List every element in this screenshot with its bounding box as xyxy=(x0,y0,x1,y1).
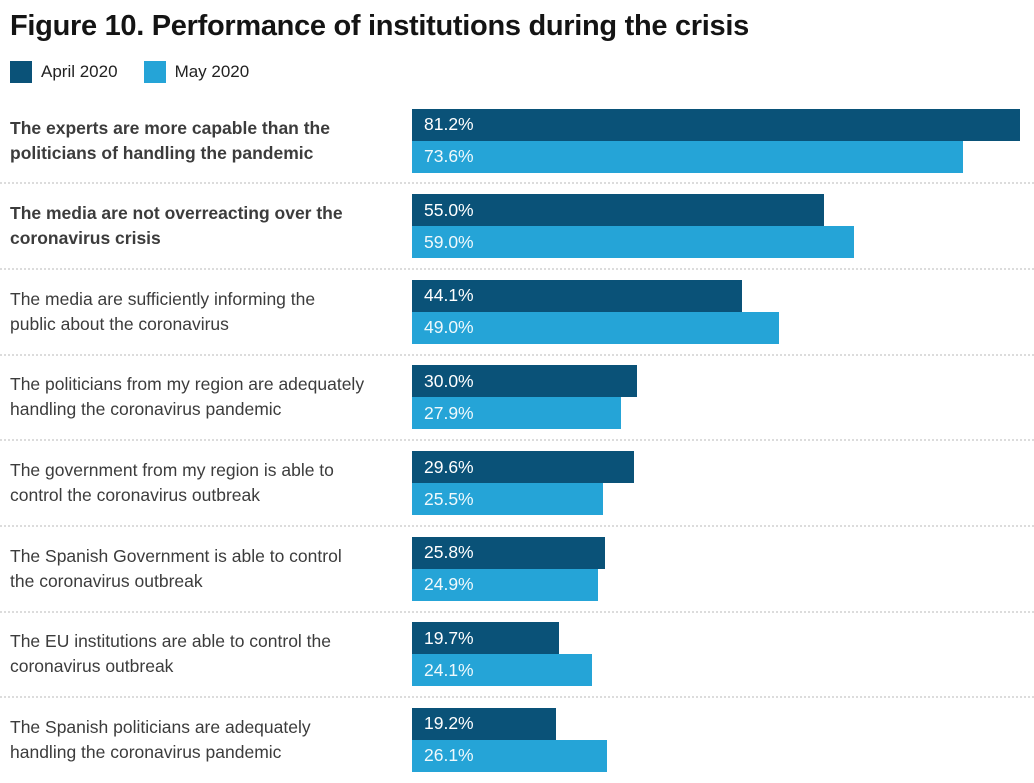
chart-row: The media are not overreacting over the … xyxy=(0,182,1034,268)
chart-row: The experts are more capable than the po… xyxy=(0,99,1034,183)
bar-value-label: 19.7% xyxy=(424,627,474,648)
chart-row: The politicians from my region are adequ… xyxy=(0,353,1034,440)
legend-label-april-2020: April 2020 xyxy=(41,61,118,81)
bar-value-label: 29.6% xyxy=(424,456,474,477)
legend-item-may-2020: May 2020 xyxy=(143,60,250,83)
bar-may-2020: 26.1% xyxy=(412,739,608,772)
bar-april-2020: 55.0% xyxy=(412,194,824,227)
chart-row: The media are sufficiently informing the… xyxy=(0,268,1034,354)
bar-value-label: 19.2% xyxy=(424,713,474,734)
legend-item-april-2020: April 2020 xyxy=(10,60,118,83)
bar-may-2020: 25.5% xyxy=(412,483,603,516)
bar-group: 30.0% 27.9% xyxy=(412,365,1034,430)
legend: April 2020 May 2020 xyxy=(10,60,1034,83)
bar-may-2020: 24.1% xyxy=(412,654,593,687)
bar-value-label: 44.1% xyxy=(424,285,474,306)
category-label: The experts are more capable than the po… xyxy=(10,117,330,163)
chart-rows: The experts are more capable than the po… xyxy=(0,99,1034,782)
bar-group: 81.2% 73.6% xyxy=(412,108,1034,173)
bar-april-2020: 81.2% xyxy=(412,108,1020,141)
bar-group: 29.6% 25.5% xyxy=(412,451,1034,516)
bar-may-2020: 24.9% xyxy=(412,568,599,601)
bar-value-label: 24.9% xyxy=(424,574,474,595)
bar-value-label: 24.1% xyxy=(424,659,474,680)
bar-value-label: 25.8% xyxy=(424,542,474,563)
category-label: The politicians from my region are adequ… xyxy=(10,374,365,420)
category-label: The media are not overreacting over the … xyxy=(10,203,343,249)
bar-value-label: 30.0% xyxy=(424,370,474,391)
bar-value-label: 55.0% xyxy=(424,199,474,220)
bar-april-2020: 44.1% xyxy=(412,279,743,312)
bar-group: 44.1% 49.0% xyxy=(412,279,1034,344)
bar-april-2020: 19.2% xyxy=(412,707,556,740)
bar-value-label: 26.1% xyxy=(424,745,474,766)
category-label: The government from my region is able to… xyxy=(10,460,334,506)
bar-value-label: 25.5% xyxy=(424,488,474,509)
legend-label-may-2020: May 2020 xyxy=(174,61,250,81)
bar-value-label: 27.9% xyxy=(424,402,474,423)
chart-row: The Spanish politicians are adequately h… xyxy=(0,696,1034,782)
chart-row: The EU institutions are able to control … xyxy=(0,610,1034,697)
bar-april-2020: 29.6% xyxy=(412,451,634,484)
bar-group: 55.0% 59.0% xyxy=(412,194,1034,259)
bar-value-label: 81.2% xyxy=(424,114,474,135)
chart-row: The government from my region is able to… xyxy=(0,439,1034,525)
bar-may-2020: 73.6% xyxy=(412,140,963,173)
bar-group: 19.2% 26.1% xyxy=(412,707,1034,772)
may-2020-swatch xyxy=(143,60,166,83)
april-2020-swatch xyxy=(10,60,32,83)
bar-may-2020: 27.9% xyxy=(412,397,621,430)
figure-title: Figure 10. Performance of institutions d… xyxy=(10,10,749,42)
bar-april-2020: 25.8% xyxy=(412,536,606,569)
bar-april-2020: 30.0% xyxy=(412,365,637,398)
chart-row: The Spanish Government is able to contro… xyxy=(0,524,1034,611)
bar-value-label: 49.0% xyxy=(424,317,474,338)
category-label: The EU institutions are able to control … xyxy=(10,631,332,677)
bar-group: 25.8% 24.9% xyxy=(412,536,1034,601)
bar-may-2020: 59.0% xyxy=(412,226,854,259)
category-label: The Spanish Government is able to contro… xyxy=(10,545,342,591)
bar-group: 19.7% 24.1% xyxy=(412,622,1034,687)
category-label: The media are sufficiently informing the… xyxy=(10,288,316,334)
bar-value-label: 73.6% xyxy=(424,146,474,167)
bar-may-2020: 49.0% xyxy=(412,311,779,344)
bar-value-label: 59.0% xyxy=(424,231,474,252)
bar-april-2020: 19.7% xyxy=(412,622,560,655)
category-label: The Spanish politicians are adequately h… xyxy=(10,716,311,762)
